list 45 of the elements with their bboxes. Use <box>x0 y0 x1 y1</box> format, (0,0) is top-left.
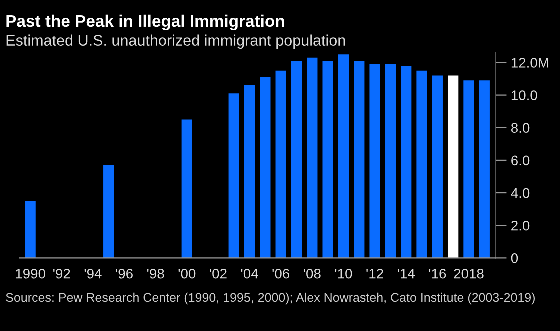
bar <box>448 76 459 258</box>
x-tick-label: '02 <box>210 268 227 279</box>
bar <box>104 165 114 258</box>
x-tick-label: 1990 <box>16 268 46 279</box>
x-tick-label: '08 <box>304 268 321 279</box>
bar <box>260 77 271 258</box>
chart-title: Past the Peak in Illegal Immigration <box>6 14 284 31</box>
chart-subtitle: Estimated U.S. unauthorized immigrant population <box>6 34 346 49</box>
y-tick-label: 4.0 <box>511 188 530 198</box>
bar <box>416 70 428 258</box>
bar <box>25 201 36 258</box>
bar <box>276 70 286 258</box>
x-tick-label: 2018 <box>454 268 484 279</box>
x-tick-label: '04 <box>241 268 258 279</box>
y-tick-label: 2.0 <box>512 220 530 231</box>
y-tick-label: 8.0 <box>511 123 530 134</box>
bar <box>182 120 192 258</box>
bar <box>464 80 474 258</box>
x-tick-label: '10 <box>335 268 352 279</box>
x-tick-label: '00 <box>178 268 196 279</box>
bar <box>291 61 302 258</box>
x-tick-label: '98 <box>147 268 164 279</box>
y-tick-label: 0 <box>511 254 518 264</box>
x-tick-label: '16 <box>429 268 446 279</box>
bar <box>401 66 412 258</box>
bar <box>228 94 240 258</box>
bar <box>385 64 396 258</box>
source-note: Sources: Pew Research Center (1990, 1995, 2000); Alex Nowrasteh, Cato Institute (2003-2019) <box>6 292 535 305</box>
x-tick-label: '14 <box>398 269 415 279</box>
x-tick-label: '12 <box>366 268 384 279</box>
bar <box>307 58 318 258</box>
y-tick-label: 12.0M <box>512 58 548 68</box>
x-tick-label: '94 <box>84 268 102 279</box>
bar <box>322 61 334 258</box>
y-tick-label: 10.0 <box>512 90 538 100</box>
bar <box>338 54 350 258</box>
bar <box>244 86 256 258</box>
bar <box>432 76 443 258</box>
x-tick-label: '96 <box>116 268 133 279</box>
x-tick-label: '06 <box>272 268 290 279</box>
y-tick-label: 6.0 <box>512 156 530 166</box>
bar <box>354 61 365 258</box>
bar <box>370 64 380 258</box>
x-tick-label: '92 <box>54 268 70 279</box>
bar <box>479 80 490 258</box>
